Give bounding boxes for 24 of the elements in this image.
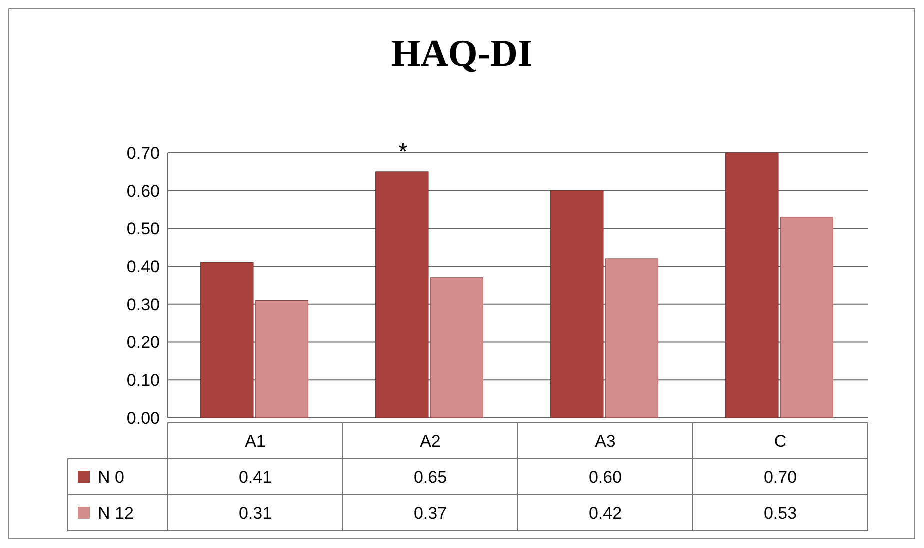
data-label: 0.53: [764, 504, 798, 523]
x-tick-label: A2: [420, 432, 441, 451]
y-tick-label: 0.10: [126, 371, 160, 390]
y-tick-label: 0.60: [126, 182, 160, 201]
legend-label: N 0: [98, 468, 124, 487]
data-label: 0.42: [588, 504, 622, 523]
y-tick-label: 0.70: [126, 144, 160, 163]
y-tick-label: 0.20: [126, 333, 160, 352]
annotation: *: [398, 138, 408, 166]
data-label: 0.70: [764, 468, 798, 487]
data-label: 0.41: [238, 468, 272, 487]
x-tick-label: C: [774, 432, 787, 451]
data-label: 0.65: [414, 468, 448, 487]
y-tick-label: 0.00: [126, 408, 160, 428]
x-tick-label: A3: [595, 432, 616, 451]
data-label: 0.37: [414, 504, 448, 523]
y-tick-label: 0.40: [126, 258, 160, 277]
y-tick-label: 0.50: [126, 220, 160, 239]
legend-label: N 12: [98, 504, 134, 523]
chart-title: HAQ-DI: [391, 33, 533, 75]
data-label: 0.60: [588, 468, 622, 487]
data-label: 0.31: [238, 504, 272, 523]
x-tick-label: A1: [245, 432, 266, 451]
y-tick-label: 0.30: [126, 295, 160, 314]
